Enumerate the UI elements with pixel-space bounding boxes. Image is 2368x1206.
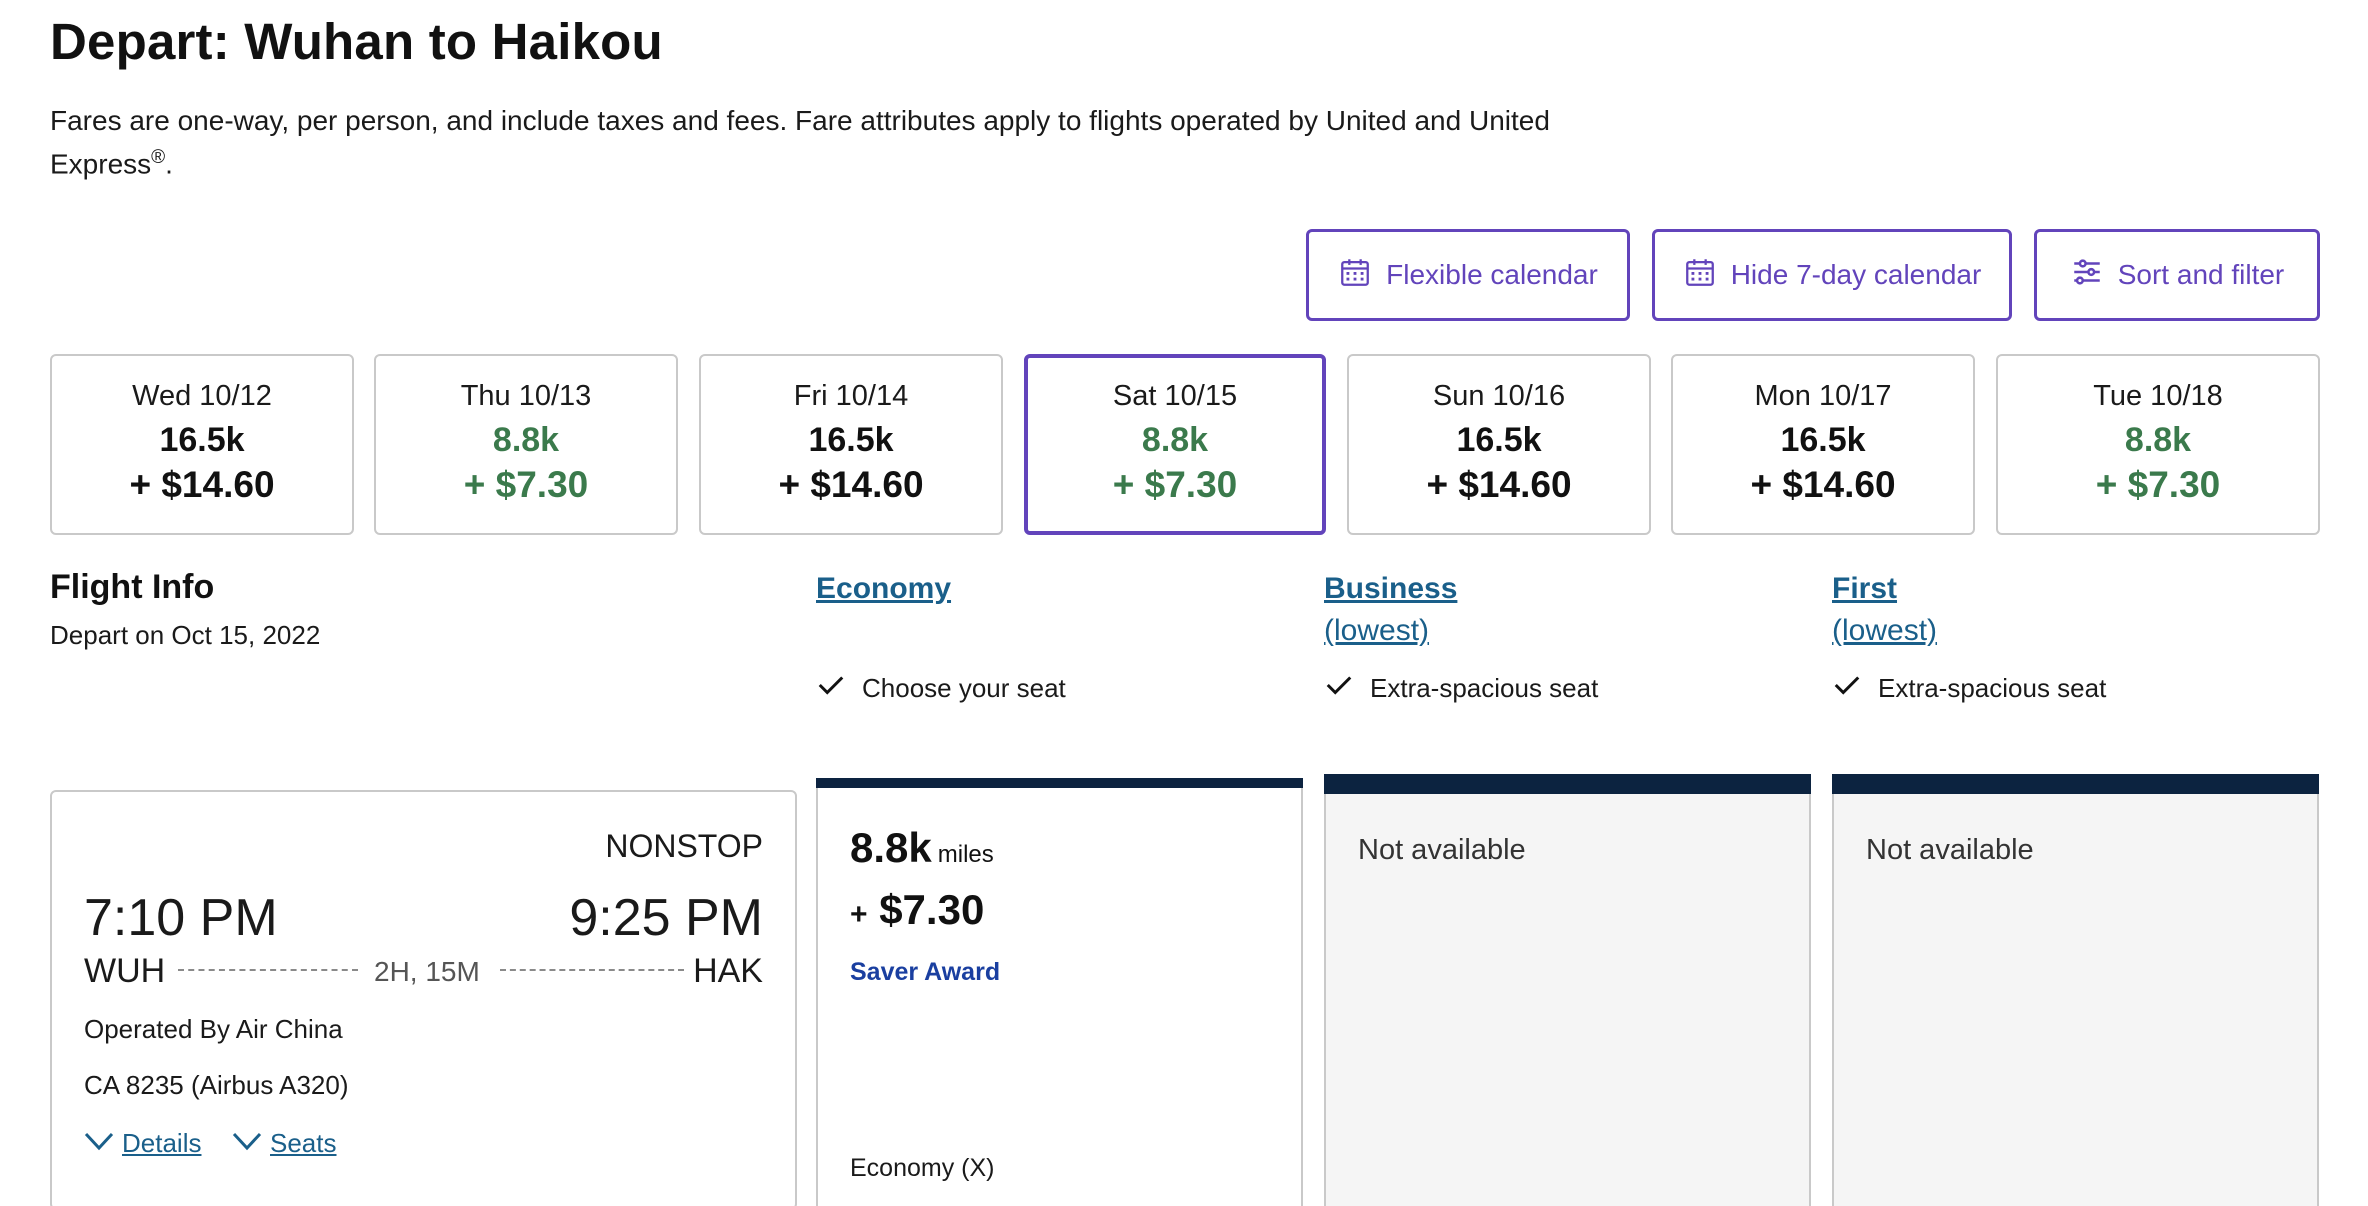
details-label: Details	[122, 1128, 202, 1158]
fare-header-bar	[1324, 774, 1811, 794]
day-price: + $7.30	[463, 464, 589, 505]
fare-cash: + $7.30	[850, 886, 985, 933]
day-price: + $14.60	[1750, 464, 1896, 505]
economy-fare-box[interactable]: 8.8k miles + $7.30 Saver Award Economy (X…	[816, 788, 1303, 1206]
day-date: Thu 10/13	[460, 380, 592, 412]
depart-date: Depart on Oct 15, 2022	[50, 620, 321, 650]
fare-disclaimer: Fares are one-way, per person, and inclu…	[50, 105, 1550, 180]
day-price: + $7.30	[2095, 464, 2221, 505]
day-card-tue[interactable]: Tue 10/18 8.8k + $7.30	[1996, 354, 2320, 535]
day-miles: 16.5k	[1780, 421, 1866, 459]
seats-link[interactable]: Seats	[232, 1128, 337, 1159]
day-date: Wed 10/12	[132, 380, 272, 412]
feature-text: Extra-spacious seat	[1878, 673, 2107, 703]
feature-text: Extra-spacious seat	[1370, 673, 1599, 703]
route-line-right	[500, 969, 684, 971]
calendar-icon	[1683, 255, 1717, 296]
not-available-text: Not available	[1358, 834, 1526, 866]
business-fare-box: Not available	[1324, 794, 1811, 1206]
page-title: Depart: Wuhan to Haikou	[50, 13, 663, 70]
day-card-fri[interactable]: Fri 10/14 16.5k + $14.60	[699, 354, 1003, 535]
day-card-sat-selected[interactable]: Sat 10/15 8.8k + $7.30	[1024, 354, 1326, 535]
chevron-down-icon	[84, 1128, 114, 1159]
hide-calendar-label: Hide 7-day calendar	[1730, 259, 1982, 290]
day-miles: 8.8k	[1141, 421, 1209, 459]
hide-calendar-button[interactable]: Hide 7-day calendar	[1652, 229, 2012, 321]
business-cabin-link[interactable]: Business	[1324, 572, 1458, 605]
day-date: Sun 10/16	[1432, 380, 1566, 412]
day-date: Mon 10/17	[1754, 380, 1892, 412]
flight-number: CA 8235 (Airbus A320)	[84, 1070, 349, 1100]
day-price: + $14.60	[778, 464, 924, 505]
day-miles: 16.5k	[1456, 421, 1542, 459]
sort-filter-label: Sort and filter	[2117, 259, 2285, 290]
flexible-calendar-label: Flexible calendar	[1386, 259, 1598, 290]
flight-info-heading: Flight Info	[50, 568, 215, 606]
day-date: Tue 10/18	[2093, 380, 2223, 412]
economy-feature: Choose your seat	[816, 670, 1066, 707]
day-miles: 8.8k	[2124, 421, 2192, 459]
day-date: Sat 10/15	[1112, 380, 1238, 412]
sort-filter-button[interactable]: Sort and filter	[2034, 229, 2320, 321]
fare-header-bar	[816, 778, 1303, 788]
depart-time: 7:10 PM	[84, 889, 278, 947]
business-feature: Extra-spacious seat	[1324, 670, 1598, 707]
route-line-left	[178, 969, 358, 971]
day-card-sun[interactable]: Sun 10/16 16.5k + $14.60	[1347, 354, 1651, 535]
feature-text: Choose your seat	[862, 673, 1066, 703]
not-available-text: Not available	[1866, 834, 2034, 866]
day-price: + $7.30	[1112, 464, 1238, 505]
checkmark-icon	[1832, 670, 1862, 707]
economy-cabin-link[interactable]: Economy	[816, 572, 952, 605]
saver-award-label: Saver Award	[850, 958, 1001, 986]
sliders-icon	[2070, 255, 2104, 296]
first-fare-box: Not available	[1832, 794, 2319, 1206]
checkmark-icon	[816, 670, 846, 707]
day-miles: 16.5k	[159, 421, 245, 459]
calendar-icon	[1338, 255, 1372, 296]
fare-class: Economy (X)	[850, 1154, 995, 1182]
flexible-calendar-button[interactable]: Flexible calendar	[1306, 229, 1630, 321]
stops-label: NONSTOP	[605, 828, 763, 864]
day-card-thu[interactable]: Thu 10/13 8.8k + $7.30	[374, 354, 678, 535]
first-lowest-link[interactable]: (lowest)	[1832, 614, 1938, 647]
day-date: Fri 10/14	[793, 380, 909, 412]
details-link[interactable]: Details	[84, 1128, 201, 1159]
day-price: + $14.60	[129, 464, 275, 505]
business-fare-cell: Not available	[1324, 774, 1811, 1206]
day-miles: 16.5k	[808, 421, 894, 459]
first-fare-cell: Not available	[1832, 774, 2319, 1206]
first-cabin-link[interactable]: First	[1832, 572, 1898, 605]
checkmark-icon	[1324, 670, 1354, 707]
chevron-down-icon	[232, 1128, 262, 1159]
day-price: + $14.60	[1426, 464, 1572, 505]
day-miles: 8.8k	[492, 421, 560, 459]
flight-card: NONSTOP 7:10 PM 9:25 PM WUH HAK 2H, 15M …	[50, 790, 797, 1206]
business-lowest-link[interactable]: (lowest)	[1324, 614, 1430, 647]
flight-duration: 2H, 15M	[374, 956, 480, 987]
arrive-airport: HAK	[693, 952, 763, 990]
depart-airport: WUH	[84, 952, 166, 990]
first-feature: Extra-spacious seat	[1832, 670, 2106, 707]
operated-by: Operated By Air China	[84, 1014, 343, 1044]
seats-label: Seats	[270, 1128, 337, 1158]
economy-fare-cell[interactable]: 8.8k miles + $7.30 Saver Award Economy (X…	[816, 778, 1303, 1206]
arrive-time: 9:25 PM	[569, 889, 763, 947]
day-card-mon[interactable]: Mon 10/17 16.5k + $14.60	[1671, 354, 1975, 535]
fare-miles: 8.8k miles	[850, 824, 994, 871]
fare-header-bar	[1832, 774, 2319, 794]
day-card-wed[interactable]: Wed 10/12 16.5k + $14.60	[50, 354, 354, 535]
